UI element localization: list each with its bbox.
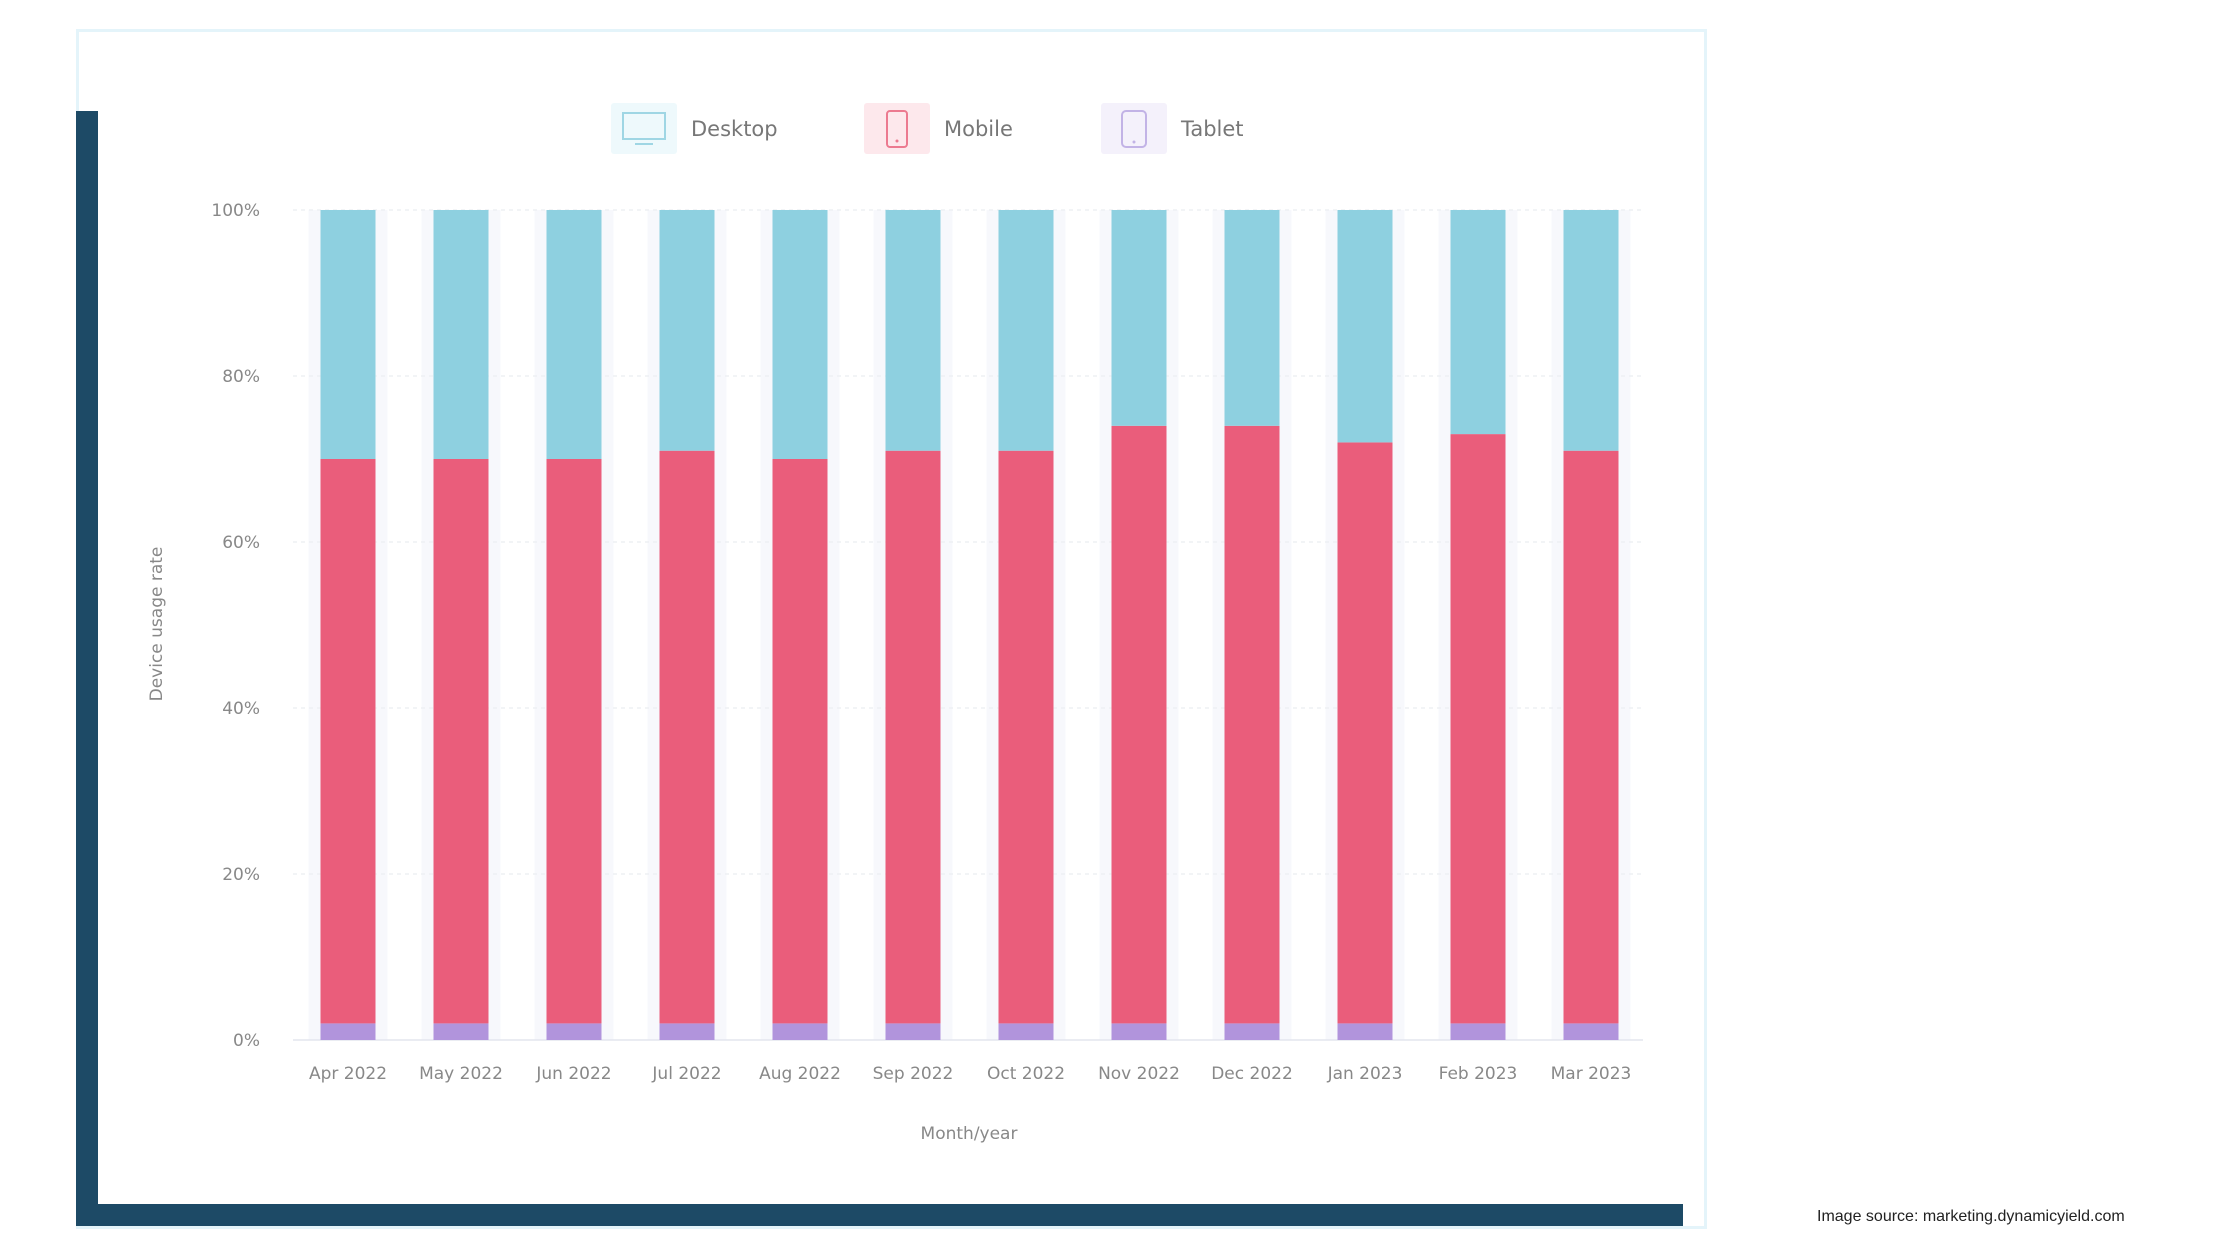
x-tick-label: Dec 2022 xyxy=(1211,1064,1293,1084)
legend-item-tablet: Tablet xyxy=(1101,103,1244,154)
bar-tablet xyxy=(1111,1023,1167,1040)
frame-border-bottom xyxy=(76,1204,1683,1226)
bar-mobile xyxy=(433,459,489,1024)
x-tick-label: May 2022 xyxy=(419,1064,503,1084)
bar-mobile xyxy=(885,450,941,1024)
bar-desktop xyxy=(320,210,376,459)
bar-tablet xyxy=(1450,1023,1506,1040)
bar-tablet xyxy=(1563,1023,1619,1040)
legend-label: Desktop xyxy=(691,116,778,141)
bar-desktop xyxy=(1450,210,1506,435)
y-tick-label: 40% xyxy=(222,699,260,719)
legend-item-desktop: Desktop xyxy=(611,103,778,154)
y-tick-label: 60% xyxy=(222,533,260,553)
y-tick-label: 20% xyxy=(222,865,260,885)
legend-item-mobile: Mobile xyxy=(864,103,1013,154)
bar-mobile xyxy=(1450,434,1506,1024)
x-axis-title: Month/year xyxy=(921,1124,1018,1144)
x-tick-label: Jan 2023 xyxy=(1327,1064,1403,1084)
x-tick-label: Nov 2022 xyxy=(1098,1064,1180,1084)
x-tick-label: Oct 2022 xyxy=(987,1064,1065,1084)
bar-tablet xyxy=(1224,1023,1280,1040)
legend-label: Tablet xyxy=(1181,116,1244,141)
x-tick-label: Jun 2022 xyxy=(535,1064,611,1084)
bar-tablet xyxy=(433,1023,489,1040)
bar-mobile xyxy=(1111,425,1167,1024)
bar-desktop xyxy=(1337,210,1393,443)
y-tick-label: 100% xyxy=(211,201,260,221)
y-axis-title: Device usage rate xyxy=(147,547,167,702)
bar-desktop xyxy=(433,210,489,459)
bar-mobile xyxy=(772,459,828,1024)
bar-tablet xyxy=(1337,1023,1393,1040)
x-tick-label: Apr 2022 xyxy=(309,1064,387,1084)
bar-mobile xyxy=(659,450,715,1024)
bar-mobile xyxy=(1563,450,1619,1024)
bar-desktop xyxy=(1224,210,1280,426)
x-tick-label: Aug 2022 xyxy=(759,1064,841,1084)
bar-desktop xyxy=(1111,210,1167,426)
bar-mobile xyxy=(320,459,376,1024)
bar-tablet xyxy=(998,1023,1054,1040)
bar-mobile xyxy=(1337,442,1393,1024)
bar-tablet xyxy=(320,1023,376,1040)
x-tick-label: Jul 2022 xyxy=(651,1064,721,1084)
bar-desktop xyxy=(659,210,715,451)
legend-label: Mobile xyxy=(944,116,1013,141)
desktop-icon xyxy=(611,103,677,154)
bar-desktop xyxy=(1563,210,1619,451)
frame-border-left xyxy=(76,111,98,1226)
bar-desktop xyxy=(998,210,1054,451)
x-tick-label: Sep 2022 xyxy=(873,1064,954,1084)
bar-tablet xyxy=(885,1023,941,1040)
bar-mobile xyxy=(1224,425,1280,1024)
bar-mobile xyxy=(998,450,1054,1024)
bar-desktop xyxy=(546,210,602,459)
bar-tablet xyxy=(659,1023,715,1040)
tablet-icon xyxy=(1101,103,1167,154)
y-tick-label: 0% xyxy=(233,1031,260,1051)
mobile-icon xyxy=(864,103,930,154)
bar-mobile xyxy=(546,459,602,1024)
bar-desktop xyxy=(772,210,828,459)
image-source-caption: Image source: marketing.dynamicyield.com xyxy=(1817,1208,2125,1225)
y-tick-label: 80% xyxy=(222,367,260,387)
x-tick-label: Feb 2023 xyxy=(1439,1064,1518,1084)
bar-tablet xyxy=(546,1023,602,1040)
bar-tablet xyxy=(772,1023,828,1040)
x-tick-label: Mar 2023 xyxy=(1551,1064,1632,1084)
bar-desktop xyxy=(885,210,941,451)
